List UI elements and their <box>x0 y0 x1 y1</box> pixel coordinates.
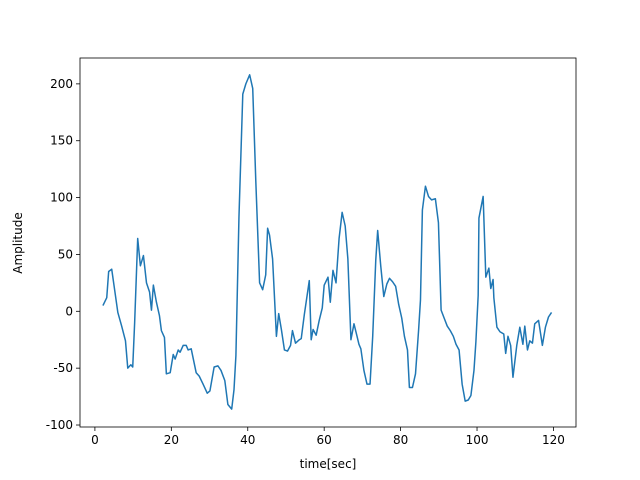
y-tick-label: -50 <box>53 361 73 375</box>
x-tick-label: 60 <box>317 433 332 447</box>
x-tick-label: 80 <box>393 433 408 447</box>
x-tick-label: 100 <box>466 433 489 447</box>
y-tick-label: 100 <box>50 191 73 205</box>
y-axis-label: Amplitude <box>11 212 25 274</box>
data-line <box>102 74 553 410</box>
y-tick-label: -100 <box>46 418 73 432</box>
x-tick-label: 120 <box>542 433 565 447</box>
x-tick-label: 0 <box>91 433 99 447</box>
x-axis-label: time[sec] <box>300 457 357 471</box>
x-tick-label: 40 <box>240 433 255 447</box>
y-tick-label: 200 <box>50 77 73 91</box>
x-tick-label: 20 <box>164 433 179 447</box>
y-tick-label: 150 <box>50 134 73 148</box>
y-tick-label: 50 <box>58 247 73 261</box>
plot-frame <box>79 57 577 428</box>
y-tick-label: 0 <box>65 304 73 318</box>
